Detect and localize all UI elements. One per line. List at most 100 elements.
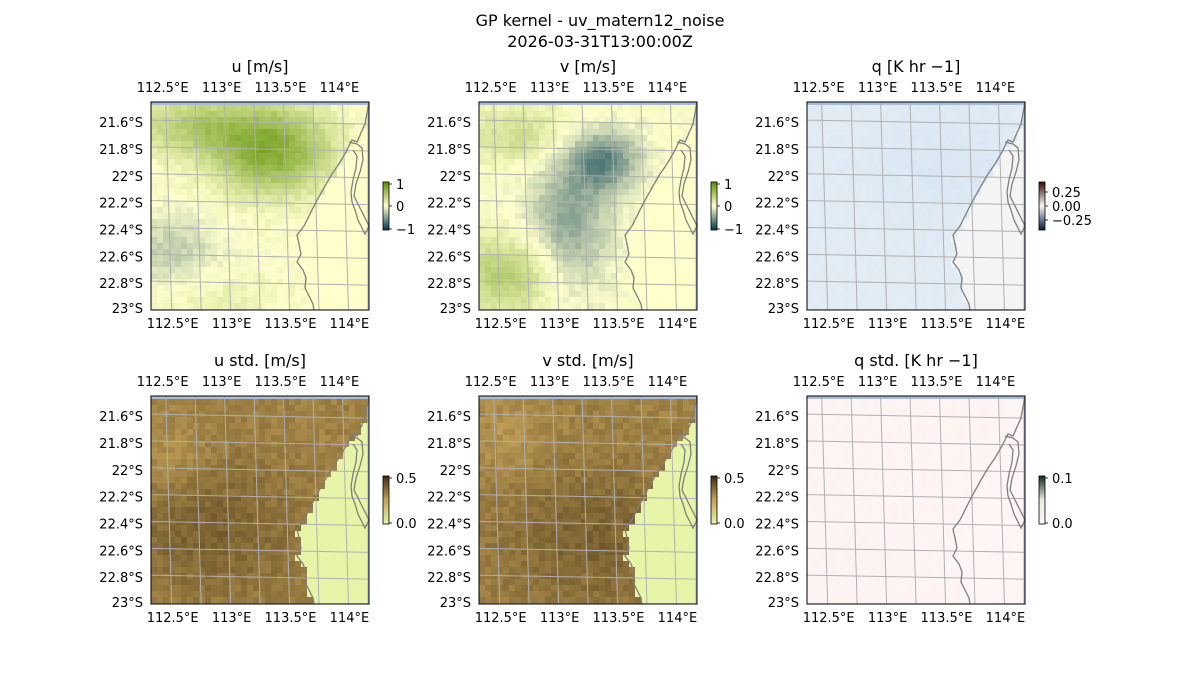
heatmap-cell xyxy=(241,483,248,490)
heatmap-cell xyxy=(331,417,338,424)
heatmap-cell xyxy=(915,213,922,220)
heatmap-cell xyxy=(337,567,344,574)
heatmap-cell xyxy=(683,249,690,256)
heatmap-cell xyxy=(217,201,224,208)
heatmap-cell xyxy=(915,171,922,178)
heatmap-cell xyxy=(157,213,164,220)
heatmap-cell xyxy=(509,243,516,250)
heatmap-cell xyxy=(271,285,278,292)
heatmap-cell xyxy=(307,111,314,118)
heatmap-cell xyxy=(879,207,886,214)
heatmap-cell xyxy=(289,279,296,286)
heatmap-cell xyxy=(975,231,982,238)
heatmap-cell xyxy=(933,183,940,190)
heatmap-cell xyxy=(671,291,678,298)
heatmap-cell xyxy=(981,303,988,310)
heatmap-cell xyxy=(283,129,290,136)
heatmap-cell xyxy=(361,435,368,442)
heatmap-cell xyxy=(313,231,320,238)
heatmap-cell xyxy=(355,105,362,112)
heatmap-cell xyxy=(825,213,832,220)
heatmap-cell xyxy=(963,183,970,190)
heatmap-cell xyxy=(277,225,284,232)
heatmap-cell xyxy=(957,123,964,130)
heatmap-cell xyxy=(665,261,672,268)
heatmap-cell xyxy=(319,555,326,562)
heatmap-cell xyxy=(175,423,182,430)
heatmap-cell xyxy=(235,423,242,430)
heatmap-cell xyxy=(217,291,224,298)
heatmap-cell xyxy=(975,105,982,112)
heatmap-cell xyxy=(217,237,224,244)
heatmap-cell xyxy=(653,291,660,298)
heatmap-cell xyxy=(527,267,534,274)
heatmap-cell xyxy=(873,243,880,250)
heatmap-cell xyxy=(229,207,236,214)
heatmap-cell xyxy=(307,417,314,424)
heatmap-cell xyxy=(807,201,814,208)
heatmap-cell xyxy=(259,399,266,406)
heatmap-cell xyxy=(331,567,338,574)
heatmap-cell xyxy=(915,147,922,154)
heatmap-cell xyxy=(265,291,272,298)
heatmap-cell xyxy=(157,291,164,298)
heatmap-cell xyxy=(217,543,224,550)
heatmap-cell xyxy=(289,219,296,226)
heatmap-cell xyxy=(867,111,874,118)
heatmap-cell xyxy=(933,201,940,208)
heatmap-cell xyxy=(313,129,320,136)
heatmap-cell xyxy=(325,129,332,136)
heatmap-cell xyxy=(289,291,296,298)
heatmap-cell xyxy=(485,291,492,298)
heatmap-cell xyxy=(235,555,242,562)
heatmap-cell xyxy=(223,531,230,538)
heatmap-cell xyxy=(313,573,320,580)
heatmap-cell xyxy=(157,129,164,136)
heatmap-cell xyxy=(485,135,492,142)
heatmap-cell xyxy=(879,111,886,118)
heatmap-cell xyxy=(301,171,308,178)
heatmap-cell xyxy=(151,105,158,112)
heatmap-cell xyxy=(551,177,558,184)
heatmap-cell xyxy=(635,291,642,298)
heatmap-cell xyxy=(265,537,272,544)
heatmap-cell xyxy=(223,399,230,406)
heatmap-cell xyxy=(641,249,648,256)
heatmap-cell xyxy=(319,237,326,244)
heatmap-cell xyxy=(509,213,516,220)
heatmap-cell xyxy=(301,285,308,292)
heatmap-cell xyxy=(605,219,612,226)
heatmap-cell xyxy=(271,519,278,526)
heatmap-cell xyxy=(151,423,158,430)
heatmap-cell xyxy=(593,303,600,310)
heatmap-cell xyxy=(313,591,320,598)
heatmap-cell xyxy=(265,123,272,130)
heatmap-cell xyxy=(151,567,158,574)
heatmap-cell xyxy=(157,513,164,520)
heatmap-cell xyxy=(211,567,218,574)
heatmap-cell xyxy=(247,153,254,160)
heatmap-cell xyxy=(295,441,302,448)
heatmap-cell xyxy=(933,141,940,148)
heatmap-cell xyxy=(217,303,224,310)
heatmap-cell xyxy=(921,261,928,268)
heatmap-cell xyxy=(665,303,672,310)
heatmap-cell xyxy=(163,555,170,562)
heatmap-cell xyxy=(837,111,844,118)
heatmap-cell xyxy=(295,501,302,508)
heatmap-cell xyxy=(527,165,534,172)
heatmap-cell xyxy=(343,159,350,166)
heatmap-cell xyxy=(175,483,182,490)
heatmap-cell xyxy=(241,201,248,208)
heatmap-cell xyxy=(229,159,236,166)
heatmap-cell xyxy=(169,213,176,220)
heatmap-cell xyxy=(253,261,260,268)
heatmap-cell xyxy=(593,171,600,178)
heatmap-cell xyxy=(241,291,248,298)
heatmap-cell xyxy=(307,465,314,472)
heatmap-cell xyxy=(665,195,672,202)
heatmap-cell xyxy=(283,249,290,256)
heatmap-cell xyxy=(867,243,874,250)
heatmap-cell xyxy=(969,153,976,160)
heatmap-cell xyxy=(527,141,534,148)
